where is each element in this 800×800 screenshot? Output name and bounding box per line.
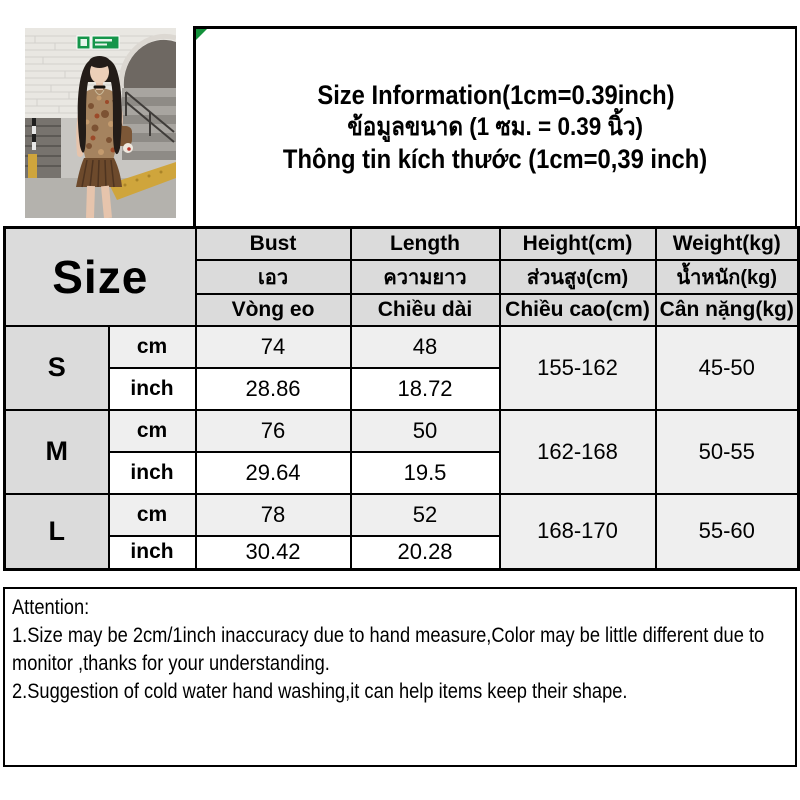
title-box: Size Information(1cm=0.39inch) ข้อมูลขนา… [193, 26, 797, 226]
unit-label-cm: cm [107, 324, 197, 369]
unit-label-inch: inch [107, 450, 197, 495]
col-header-length-vi: Chiều dài [349, 292, 501, 327]
s-bust-inch: 28.86 [194, 366, 352, 411]
l-bust-cm: 78 [194, 492, 352, 537]
attention-note-1: 1.Size may be 2cm/1inch inaccuracy due t… [12, 624, 765, 675]
subway-sign-icon [76, 35, 120, 50]
m-height-range: 162-168 [498, 408, 657, 495]
table-row: inch 30.42 20.28 [5, 534, 799, 571]
unit-label-inch: inch [107, 366, 197, 411]
table-row: M cm 76 50 162-168 50-55 [3, 408, 800, 495]
m-length-cm: 50 [349, 408, 501, 453]
size-label-s: S [3, 324, 110, 411]
m-bust-cm: 76 [194, 408, 352, 453]
col-header-length-th: ความยาว [349, 258, 501, 295]
product-photo [25, 28, 176, 218]
staircase-right [122, 88, 176, 160]
m-weight-range: 50-55 [654, 408, 800, 495]
table-row: S cm 74 48 155-162 45-50 [3, 324, 800, 411]
unit-label-cm: cm [107, 408, 197, 453]
table-row: inch 29.64 19.5 [5, 450, 799, 495]
l-weight-range: 55-60 [654, 492, 800, 571]
title-vietnamese: Thông tin kích thước (1cm=0,39 inch) [283, 144, 708, 174]
green-corner-marker-icon [196, 29, 207, 40]
title-english: Size Information(1cm=0.39inch) [316, 80, 675, 110]
tunnel-arch [118, 33, 176, 89]
unit-label-inch: inch [107, 534, 197, 571]
col-header-weight-th: น้ำหนัก(kg) [654, 258, 800, 295]
s-height-range: 155-162 [498, 324, 657, 411]
col-header-bust-th: เอว [194, 258, 352, 295]
choker [93, 85, 106, 89]
s-bust-cm: 74 [194, 324, 352, 369]
l-bust-inch: 30.42 [194, 534, 352, 571]
attention-box: Attention: 1.Size may be 2cm/1inch inacc… [3, 587, 797, 767]
size-corner-label: Size [3, 226, 197, 327]
col-header-bust-en: Bust [194, 226, 352, 261]
size-label-m: M [3, 408, 110, 495]
size-label-l: L [3, 492, 110, 571]
table-row: L cm 78 52 168-170 55-60 [3, 492, 800, 571]
l-length-cm: 52 [349, 492, 501, 537]
model-figure [76, 56, 133, 218]
col-header-height-th: ส่วนสูง(cm) [498, 258, 657, 295]
title-thai: ข้อมูลขนาด (1 ซม. = 0.39 นิ้ว) [347, 113, 644, 141]
l-height-range: 168-170 [498, 492, 657, 571]
m-bust-inch: 29.64 [194, 450, 352, 495]
table-row: inch 28.86 18.72 [5, 366, 799, 411]
col-header-weight-en: Weight(kg) [654, 226, 800, 261]
s-length-cm: 48 [349, 324, 501, 369]
l-length-inch: 20.28 [349, 534, 501, 571]
m-length-inch: 19.5 [349, 450, 501, 495]
s-length-inch: 18.72 [349, 366, 501, 411]
col-header-weight-vi: Cân nặng(kg) [654, 292, 800, 327]
product-photo-illustration [25, 28, 176, 218]
s-weight-range: 45-50 [654, 324, 800, 411]
attention-heading: Attention: [12, 596, 90, 619]
stairwell-left [25, 118, 61, 196]
col-header-height-vi: Chiều cao(cm) [498, 292, 657, 327]
unit-label-cm: cm [107, 492, 197, 537]
col-header-height-en: Height(cm) [498, 226, 657, 261]
attention-note-2: 2.Suggestion of cold water hand washing,… [12, 680, 628, 703]
col-header-bust-vi: Vòng eo [194, 292, 352, 327]
col-header-length-en: Length [349, 226, 501, 261]
size-table: Size Bust Length Height(cm) Weight(kg) เ… [3, 226, 800, 571]
hair [77, 57, 122, 155]
tactile-paving-strip [109, 162, 176, 200]
